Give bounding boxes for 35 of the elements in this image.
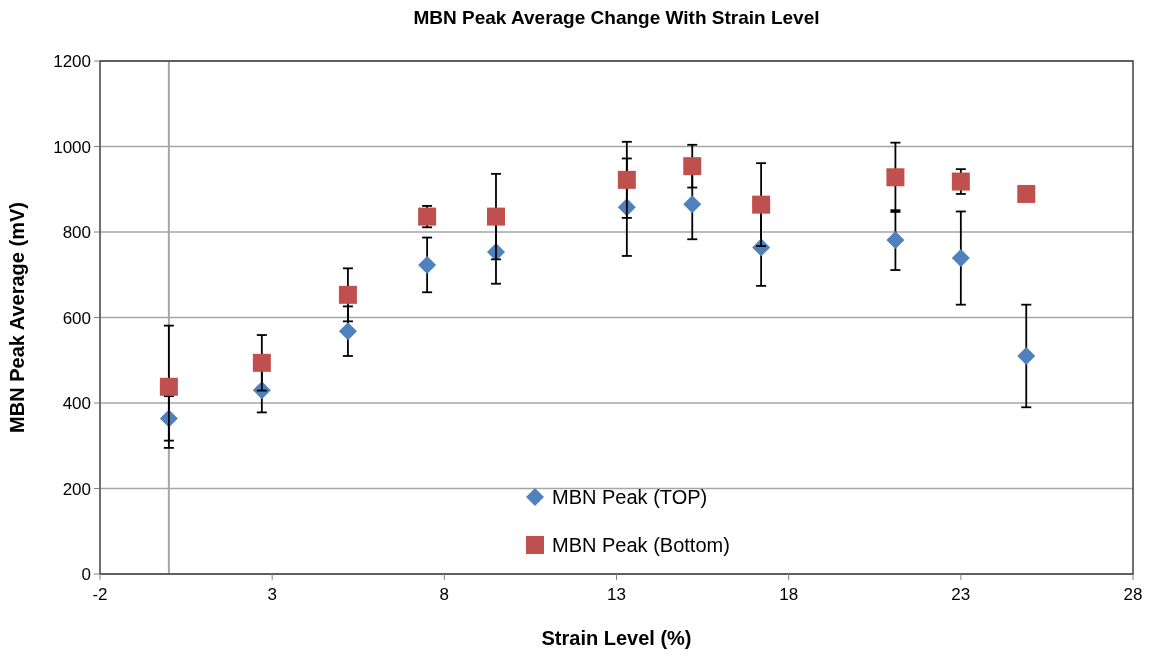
point [886, 168, 905, 187]
x-tick-label: 3 [267, 585, 277, 604]
y-tick-label: 200 [62, 479, 91, 499]
x-tick-label: 18 [779, 585, 799, 604]
point [418, 255, 437, 274]
x-axis-title: Strain Level (%) [541, 627, 692, 649]
chart-title: MBN Peak Average Change With Strain Level [413, 7, 820, 28]
x-tick-label: 13 [607, 585, 626, 604]
point [683, 195, 702, 214]
point [338, 322, 357, 341]
y-tick-label: 1000 [53, 137, 91, 157]
point [1017, 346, 1036, 365]
y-axis-title: MBN Peak Average (mV) [6, 202, 28, 433]
point [886, 231, 905, 250]
point [1017, 184, 1036, 203]
point [951, 172, 970, 191]
y-tick-label: 600 [62, 308, 91, 328]
legend-label: MBN Peak (TOP) [552, 486, 708, 508]
point [338, 285, 357, 304]
y-tick-label: 1200 [53, 52, 91, 71]
y-tick-label: 400 [62, 394, 91, 413]
point [951, 249, 970, 268]
point [252, 353, 271, 372]
x-tick-label: 23 [951, 585, 971, 604]
y-tick-label: 0 [81, 565, 91, 584]
x-tick-label: 28 [1123, 585, 1143, 604]
x-tick-label: -2 [92, 585, 108, 604]
point [486, 207, 505, 226]
y-tick-label: 800 [62, 223, 91, 242]
point [159, 377, 178, 396]
point [752, 195, 771, 214]
point [683, 157, 702, 176]
point [617, 170, 636, 189]
x-tick-label: 8 [439, 585, 450, 604]
legend-label: MBN Peak (Bottom) [552, 534, 730, 556]
